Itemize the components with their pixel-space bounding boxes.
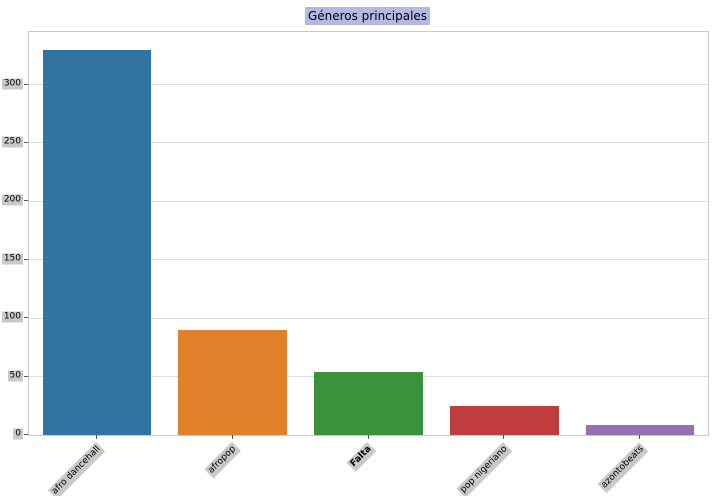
x-tick-mark <box>503 435 505 439</box>
chart-title: Géneros principales <box>304 7 431 25</box>
x-tick-label: pop nigeriano <box>456 442 513 496</box>
chart-title-row: Géneros principales <box>28 5 707 25</box>
grid-line <box>29 259 708 261</box>
y-tick-mark <box>24 200 28 202</box>
y-tick-label: 0 <box>13 428 23 440</box>
x-tick-mark <box>639 435 641 439</box>
x-tick-label: afropop <box>204 442 241 479</box>
x-tick-mark <box>231 435 233 439</box>
bar <box>314 371 423 435</box>
y-tick-mark <box>24 258 28 260</box>
y-tick-label: 50 <box>7 370 23 382</box>
grid-line <box>29 142 708 144</box>
x-tick-mark <box>95 435 97 439</box>
grid-line <box>29 84 708 86</box>
y-tick-label: 150 <box>1 253 23 265</box>
y-tick-mark <box>24 375 28 377</box>
bar <box>449 405 559 435</box>
bar <box>178 329 287 435</box>
y-tick-mark <box>24 83 28 85</box>
y-tick-label: 300 <box>1 78 23 90</box>
bar <box>585 424 695 435</box>
x-tick-label: azontobeats <box>597 442 649 494</box>
plot-area <box>28 31 709 436</box>
x-tick-mark <box>367 435 369 439</box>
y-tick-mark <box>24 434 28 435</box>
bar <box>42 49 152 435</box>
y-tick-mark <box>24 141 28 143</box>
grid-line <box>29 317 708 319</box>
y-tick-label: 100 <box>1 311 23 323</box>
x-tick-label: afro dancehall <box>47 442 106 496</box>
grid-line <box>29 200 708 202</box>
x-tick-label: Falta <box>346 442 377 472</box>
y-tick-mark <box>24 317 28 319</box>
y-tick-label: 200 <box>1 194 23 206</box>
y-tick-label: 250 <box>1 136 23 148</box>
